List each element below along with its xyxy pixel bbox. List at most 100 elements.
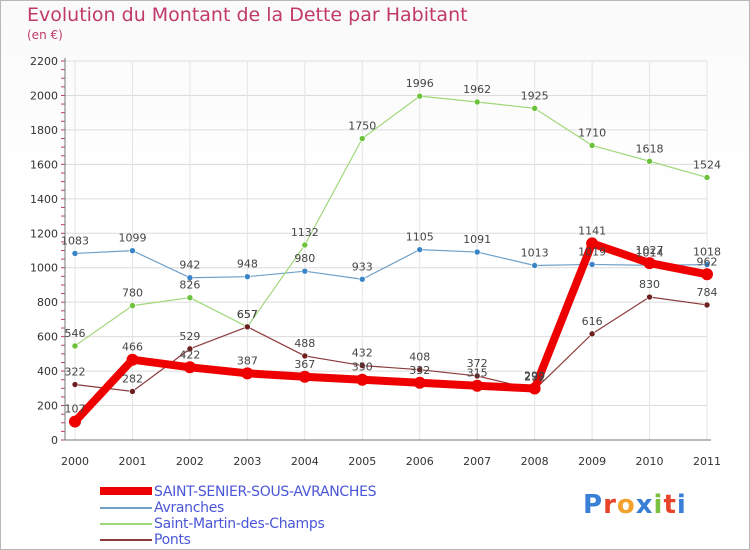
data-label: 830 [639,278,660,291]
y-tick-label: 600 [37,331,58,344]
line-chart: 0 200 400 600 800 1000 1200 1400 1600 1800 2000 220… [30,55,721,468]
data-label: 292 [524,371,545,384]
data-point [298,370,311,383]
data-point [646,293,653,301]
data-label: 466 [122,341,143,354]
y-tick-label: 1400 [30,193,58,206]
x-tick-label: 2010 [636,455,664,468]
data-label: 408 [409,351,430,364]
data-point [703,261,711,268]
data-label: 1618 [636,142,664,155]
data-point [301,352,309,360]
data-label: 350 [352,361,373,374]
data-point [588,261,596,268]
data-point [586,237,599,250]
x-tick-label: 2000 [61,455,89,468]
y-tick-label: 1800 [30,124,58,137]
legend-label-saint-senier: SAINT-SENIER-SOUS-AVRANCHES [154,484,377,500]
data-point [588,142,596,149]
chart-title: Evolution du Montant de la Dette par Hab… [27,4,468,26]
data-point [129,302,136,309]
proxiti-logo: Proxiti [583,490,687,520]
x-tick-label: 2009 [578,455,606,468]
series-line-0 [71,239,711,426]
data-label: 546 [65,327,86,340]
data-point [703,301,711,309]
data-point [69,415,81,428]
y-tick-label: 0 [51,434,58,447]
data-point [473,98,481,106]
data-label: 1018 [693,246,721,259]
data-label: 107 [65,403,86,416]
data-point [244,273,251,280]
data-label: 529 [179,330,200,343]
data-point [183,361,196,374]
data-label: 1091 [463,233,491,246]
data-label: 784 [697,286,718,299]
x-tick-label: 2001 [118,455,146,468]
data-point [643,257,656,270]
data-point [358,135,366,142]
data-point [531,262,538,269]
data-point [646,157,653,165]
data-label: 1524 [693,158,721,171]
data-label: 1014 [636,246,664,259]
y-tick-label: 1600 [30,158,58,171]
data-label: 1105 [406,231,434,244]
y-tick-label: 1200 [30,227,58,240]
data-label: 1083 [61,234,89,247]
legend-swatch-saint-senier [100,487,152,495]
y-tick-label: 800 [37,296,58,309]
legend-swatch-ponts [100,539,152,541]
data-point [186,274,194,282]
data-point [71,342,79,350]
data-point [528,382,541,395]
x-tick-label: 2008 [521,455,549,468]
legend-swatch-saint-martin [100,523,152,525]
data-label: 322 [65,366,86,379]
legend-swatch-avranches [100,507,152,509]
series-line-3 [74,296,708,393]
y-tick-label: 400 [37,365,58,378]
data-label: 1962 [463,83,491,96]
data-label: 657 [237,308,258,321]
series-line-1 [74,249,708,280]
data-point [241,367,254,380]
data-point [588,330,596,338]
x-tick-label: 2002 [176,455,204,468]
data-label: 282 [122,372,143,385]
y-tick-label: 1000 [30,262,58,275]
data-point [301,267,309,275]
data-label: 367 [294,358,315,371]
data-point [129,247,136,254]
data-label: 1099 [118,232,146,245]
data-point [473,248,481,256]
y-tick-label: 2000 [30,89,58,102]
legend-label-ponts: Ponts [154,532,191,548]
data-point [416,366,424,374]
data-label: 942 [179,259,200,272]
data-point [531,105,538,112]
data-point [356,373,369,386]
data-label: 1141 [578,224,606,237]
data-point [186,294,194,302]
data-label: 332 [409,364,430,377]
data-point [701,268,713,281]
x-tick-label: 2003 [233,455,261,468]
data-label: 488 [294,337,315,350]
data-label: 1750 [348,120,376,133]
data-point [358,275,366,283]
data-point [126,353,139,366]
legend-label-saint-martin: Saint-Martin-des-Champs [154,516,325,532]
data-point [186,345,194,353]
data-label: 1710 [578,126,606,139]
data-point [244,323,251,331]
data-point [416,246,424,253]
data-label: 826 [179,279,200,292]
x-tick-label: 2006 [406,455,434,468]
data-label: 1925 [521,89,549,102]
data-point [413,376,426,389]
data-point [471,379,484,392]
x-tick-label: 2004 [291,455,319,468]
